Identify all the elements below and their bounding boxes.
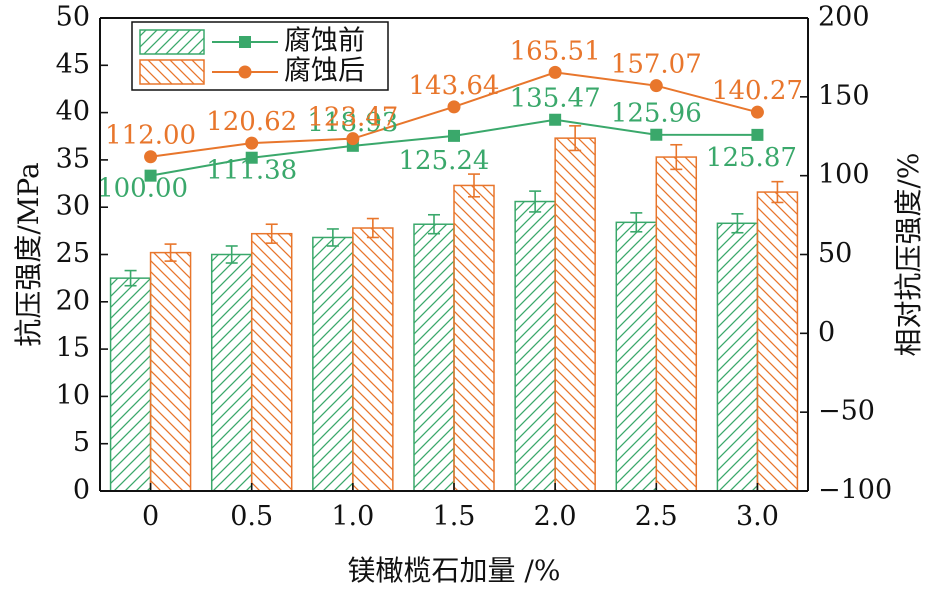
axes: 0 5 10 15 20 25 30 35 40 45 50 −100 −50 0 50 100 150 200 0… [12,2,925,588]
data-label: 143.64 [409,71,500,101]
line-marker [144,150,158,164]
bar [149,251,192,492]
data-label: 140.27 [712,76,803,106]
line-group [144,65,764,182]
line-marker [245,136,259,150]
bar [655,156,698,492]
line-marker [750,105,764,119]
data-label: 135.47 [510,84,601,114]
data-label: 165.51 [510,36,601,66]
left-tick-label: 10 [56,380,90,411]
legend-bar-swatch [139,59,205,85]
left-tick-label: 5 [73,427,90,458]
left-tick-label: 30 [56,191,90,222]
left-tick-label: 40 [56,96,90,127]
bar [312,236,354,492]
x-tick-label: 0.5 [230,501,273,532]
legend-label: 腐蚀前 [284,26,365,57]
line-marker [548,65,562,79]
bar [756,191,799,492]
data-label: 125.87 [706,143,797,173]
right-tick-label: −50 [818,396,875,427]
data-label: 112.00 [105,121,196,151]
data-label: 120.62 [206,107,297,137]
right-tick-label: −100 [818,475,892,506]
line-marker [649,79,663,93]
data-label: 100.00 [97,174,188,204]
bar [250,232,293,492]
bar [352,227,394,492]
right-tick-label: 150 [818,80,870,111]
y-axis-title: 抗压强度/MPa [12,162,45,346]
legend-bar-swatch [139,29,205,55]
line-marker [549,113,562,126]
x-tick-label: 1.5 [433,501,476,532]
bar [210,253,253,492]
legend-marker [239,36,251,48]
legend-label: 腐蚀后 [284,56,365,87]
x-tick-label: 2.5 [635,501,678,532]
line-marker [144,169,157,182]
line-marker [346,132,360,146]
line-marker [650,128,663,141]
left-tick-label: 35 [56,143,90,174]
data-label: 123.47 [307,103,398,133]
y2-axis-title: 相对抗压强度/% [892,152,925,356]
bar [453,184,495,492]
error-bar-group [124,125,784,287]
line-marker [448,129,460,142]
right-tick-label: 100 [818,159,870,190]
bar [716,222,759,492]
bar-group [109,137,799,492]
left-tick-label: 20 [56,285,90,316]
data-label: 125.96 [611,99,702,129]
left-tick-label: 25 [56,238,90,269]
right-tick-label: 0 [818,317,835,348]
x-axis-title: 镁橄榄石加量 /% [348,554,561,587]
line-marker [245,151,258,164]
x-tick-label: 1.0 [331,501,374,532]
bar [554,137,596,492]
bar [109,277,152,492]
data-label: 157.07 [611,50,702,80]
right-tick-label: 50 [818,238,852,269]
bar [615,221,658,492]
x-tick-label: 3.0 [736,501,779,532]
bar [514,200,556,492]
data-label: 118.93 [307,108,398,138]
right-tick-label: 200 [818,2,870,33]
x-tick-label: 0 [142,501,159,532]
left-tick-label: 50 [56,2,90,33]
left-tick-label: 45 [56,49,90,80]
bar [413,223,455,492]
left-tick-label: 15 [56,333,90,364]
line-marker [751,128,764,141]
data-label: 111.38 [206,156,297,186]
legend-marker [238,65,252,79]
left-tick-label: 0 [73,475,90,506]
data-label: 125.24 [399,146,490,176]
line-marker [447,100,461,114]
x-tick-label: 2.0 [534,501,577,532]
